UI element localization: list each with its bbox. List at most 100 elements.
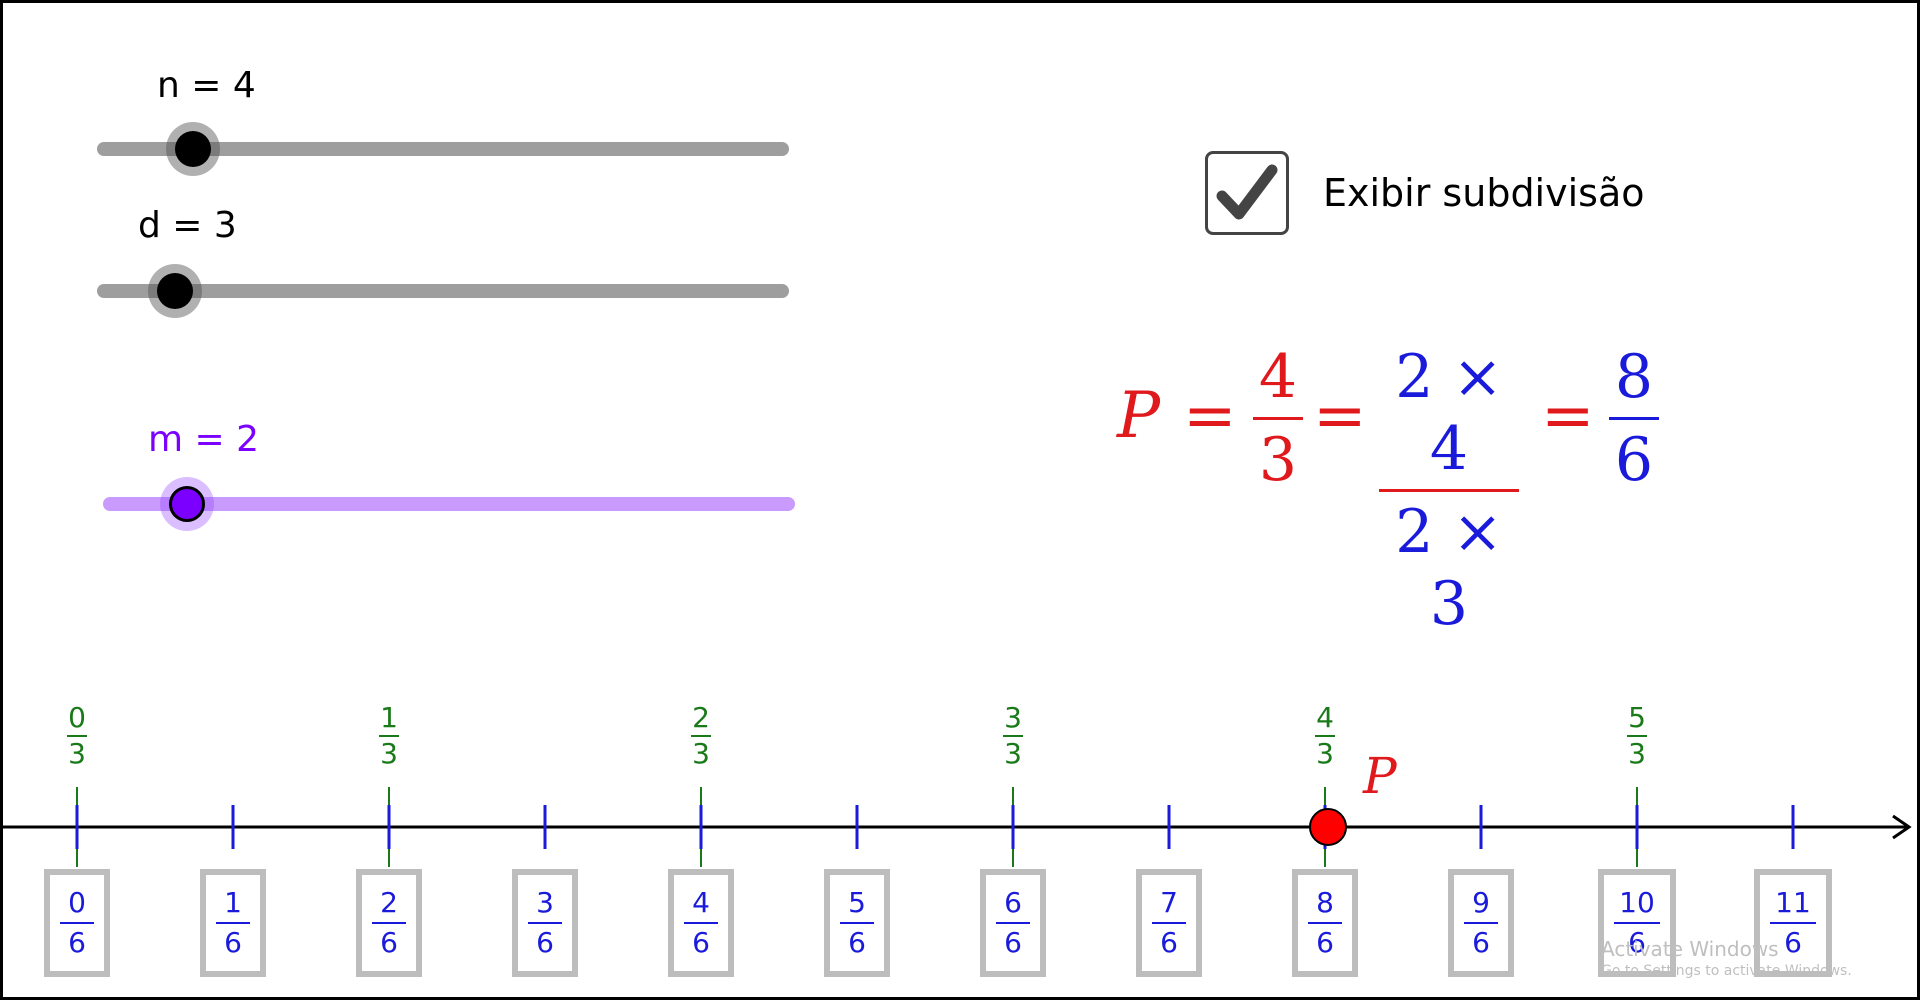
number-line [3,787,1912,867]
third-numerator: 3 [1004,701,1022,734]
sixth-denominator: 6 [68,926,86,959]
sixth-numerator: 11 [1775,886,1811,919]
third-bar [1627,735,1647,737]
show-subdivision-label: Exibir subdivisão [1323,171,1645,215]
slider-m-track[interactable] [103,497,795,511]
formula-equals-3: = [1541,379,1595,453]
sixth-numerator: 5 [848,886,866,919]
sixth-numerator: 3 [536,886,554,919]
sixth-bar [1614,922,1660,924]
sixth-denominator: 6 [536,926,554,959]
fraction-2-bar [1379,489,1519,492]
sixth-denominator: 6 [1472,926,1490,959]
sixth-denominator: 6 [224,926,242,959]
third-numerator: 1 [380,701,398,734]
fraction-3-denominator: 6 [1614,425,1654,495]
slider-n-track[interactable] [97,142,789,156]
point-p-label: P [1363,747,1397,805]
sixth-numerator: 6 [1004,886,1022,919]
axis-arrow-icon [1892,814,1912,840]
sixth-numerator: 4 [692,886,710,919]
fraction-3-bar [1609,417,1659,420]
sixth-denominator: 6 [1004,926,1022,959]
third-bar [1315,735,1335,737]
fraction-1-denominator: 3 [1258,425,1298,495]
sixth-denominator: 6 [1628,926,1646,959]
fraction-2-numerator: 2 × 4 [1395,342,1503,484]
third-denominator: 3 [68,737,86,770]
formula-fraction-1: 4 3 [1253,341,1303,496]
show-subdivision-checkbox[interactable] [1205,151,1289,235]
third-denominator: 3 [1004,737,1022,770]
slider-m-knob[interactable] [160,477,214,531]
formula-equals-2: = [1313,379,1367,453]
slider-d-label: d = 3 [138,205,237,246]
third-denominator: 3 [692,737,710,770]
sixth-numerator: 8 [1316,886,1334,919]
sixth-fraction-box: 10 6 [1598,869,1676,977]
sixth-numerator: 10 [1619,886,1655,919]
third-numerator: 0 [68,701,86,734]
third-bar [691,735,711,737]
slider-d-track[interactable] [97,284,789,298]
activate-windows-watermark: Activate Windows Go to Settings to activ… [1601,937,1852,979]
sixth-bar [1770,922,1816,924]
fraction-3-numerator: 8 [1614,342,1654,412]
sixth-numerator: 9 [1472,886,1490,919]
sixth-numerator: 7 [1160,886,1178,919]
sixth-denominator: 6 [1160,926,1178,959]
fraction-1-numerator: 4 [1258,342,1298,412]
sixth-bar [1308,922,1342,924]
sixth-bar [1464,922,1498,924]
third-numerator: 2 [692,701,710,734]
check-mark-icon [1216,164,1278,220]
third-denominator: 3 [380,737,398,770]
sixth-denominator: 6 [1316,926,1334,959]
slider-n-label: n = 4 [157,65,256,106]
formula-variable: P [1117,379,1161,453]
sixth-fraction: 10 6 [1604,887,1670,959]
sixth-numerator: 1 [224,886,242,919]
watermark-line-1: Activate Windows [1601,937,1779,961]
sixth-denominator: 6 [380,926,398,959]
third-numerator: 5 [1628,701,1646,734]
fraction-2-denominator: 2 × 3 [1395,497,1503,639]
third-denominator: 3 [1316,737,1334,770]
sixth-bar [60,922,94,924]
watermark-line-2: Go to Settings to activate Windows. [1601,963,1852,979]
sixth-numerator: 0 [68,886,86,919]
slider-d-knob[interactable] [148,264,202,318]
sixth-fraction: 11 6 [1760,887,1826,959]
point-p-marker[interactable] [1309,808,1347,846]
sixth-numerator: 2 [380,886,398,919]
formula-equals-1: = [1183,379,1237,453]
slider-n-knob[interactable] [166,122,220,176]
sixth-fraction-box: 11 6 [1754,869,1832,977]
sixth-bar [216,922,250,924]
formula-fraction-2: 2 × 4 2 × 3 [1379,341,1519,640]
third-numerator: 4 [1316,701,1334,734]
